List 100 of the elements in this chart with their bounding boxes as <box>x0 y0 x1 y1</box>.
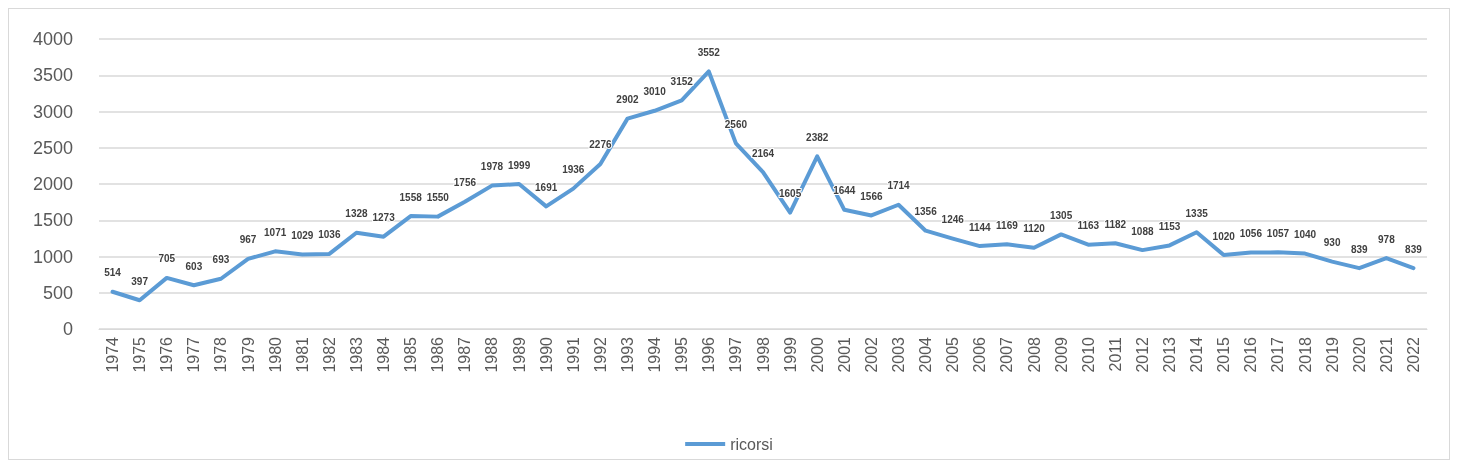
x-tick-label: 1992 <box>591 336 609 373</box>
x-tick-label: 2011 <box>1106 336 1124 372</box>
x-tick-label: 1989 <box>510 336 528 373</box>
data-label: 1550 <box>426 192 450 204</box>
data-label: 1356 <box>914 206 938 218</box>
x-tick-label: 1979 <box>239 336 257 373</box>
x-tick-label: 1991 <box>564 336 582 373</box>
data-label: 1714 <box>887 180 911 192</box>
data-label: 1057 <box>1266 227 1290 239</box>
data-label: 1169 <box>996 219 1019 231</box>
data-label: 978 <box>1378 233 1396 245</box>
x-tick-label: 1978 <box>212 336 230 373</box>
data-label: 1328 <box>345 208 369 220</box>
y-tick-label: 1500 <box>32 210 73 231</box>
data-label: 693 <box>212 254 230 266</box>
data-label: 1182 <box>1104 218 1127 230</box>
x-tick-label: 2013 <box>1161 336 1179 373</box>
data-label: 1335 <box>1185 207 1209 219</box>
data-label: 705 <box>158 253 176 265</box>
x-tick-label: 1999 <box>781 336 799 373</box>
data-label: 1305 <box>1050 209 1073 221</box>
data-label: 1691 <box>535 181 558 193</box>
data-label: 1558 <box>399 191 423 203</box>
data-label: 1120 <box>1023 223 1046 235</box>
x-tick-label: 2018 <box>1296 336 1314 373</box>
data-label: 967 <box>239 234 257 246</box>
data-label: 1999 <box>507 159 531 171</box>
data-label: 1936 <box>562 164 585 176</box>
x-tick-label: 2003 <box>890 336 908 373</box>
data-label: 839 <box>1405 243 1423 255</box>
x-tick-label: 2012 <box>1133 336 1151 373</box>
data-label: 603 <box>185 260 203 272</box>
data-label: 1273 <box>372 212 396 224</box>
x-tick-label: 1990 <box>537 336 555 373</box>
x-tick-label: 2004 <box>917 336 935 373</box>
x-tick-label: 2008 <box>1025 336 1043 373</box>
y-tick-label: 2000 <box>32 174 73 194</box>
x-tick-label: 1996 <box>700 336 718 373</box>
data-label: 3552 <box>697 46 721 58</box>
legend-label: ricorsi <box>730 435 773 453</box>
y-tick-label: 3500 <box>32 65 73 86</box>
x-tick-label: 1985 <box>402 336 420 373</box>
y-tick-label: 1000 <box>32 246 73 267</box>
data-label: 1756 <box>453 177 477 189</box>
data-label: 1144 <box>968 221 992 233</box>
x-tick-label: 1975 <box>131 336 149 373</box>
data-label: 1020 <box>1212 230 1236 242</box>
x-tick-label: 1988 <box>483 336 501 373</box>
x-tick-label: 2007 <box>998 336 1016 373</box>
data-label: 1036 <box>318 229 341 241</box>
x-tick-label: 1982 <box>320 336 338 373</box>
data-label: 1163 <box>1077 220 1100 232</box>
x-tick-label: 1998 <box>754 336 772 373</box>
x-tick-label: 2009 <box>1052 336 1070 373</box>
data-label: 839 <box>1350 243 1369 255</box>
data-label: 1056 <box>1239 227 1263 239</box>
y-tick-label: 500 <box>42 282 73 303</box>
x-tick-label: 2020 <box>1350 336 1368 373</box>
data-label: 397 <box>131 275 149 287</box>
x-tick-label: 1997 <box>727 336 745 373</box>
data-label: 1040 <box>1293 229 1317 241</box>
x-tick-label: 1986 <box>429 336 447 373</box>
x-tick-label: 2002 <box>862 336 880 373</box>
x-tick-label: 1981 <box>293 336 311 373</box>
x-tick-label: 2010 <box>1079 336 1097 373</box>
y-tick-label: 4000 <box>32 29 73 49</box>
data-label: 1246 <box>941 214 965 226</box>
data-label: 1566 <box>860 190 883 202</box>
x-tick-label: 2021 <box>1377 336 1395 373</box>
y-tick-label: 2500 <box>32 137 73 158</box>
x-tick-label: 2015 <box>1215 336 1233 373</box>
data-label: 1978 <box>480 161 504 173</box>
x-tick-label: 2001 <box>835 336 853 373</box>
data-label: 930 <box>1323 237 1341 249</box>
x-tick-label: 2006 <box>971 336 989 373</box>
x-tick-label: 2019 <box>1323 336 1341 373</box>
data-label: 1029 <box>291 229 314 241</box>
x-tick-label: 1994 <box>646 336 664 373</box>
x-tick-label: 1987 <box>456 336 474 373</box>
data-label: 514 <box>104 267 122 279</box>
x-tick-label: 1983 <box>347 336 365 373</box>
x-tick-label: 2022 <box>1404 336 1422 373</box>
data-label: 1153 <box>1158 220 1181 232</box>
x-tick-label: 1974 <box>104 336 122 373</box>
x-tick-label: 2016 <box>1242 336 1260 373</box>
x-tick-label: 2017 <box>1269 336 1287 373</box>
data-label: 1071 <box>264 226 287 238</box>
x-tick-label: 1995 <box>673 336 691 373</box>
x-tick-label: 2000 <box>808 336 826 373</box>
x-tick-label: 1984 <box>375 336 393 373</box>
x-tick-label: 1980 <box>266 336 284 373</box>
x-tick-label: 1993 <box>618 336 636 373</box>
x-tick-label: 1977 <box>185 336 203 373</box>
x-tick-label: 1976 <box>158 336 176 373</box>
y-tick-label: 0 <box>62 319 73 339</box>
x-tick-label: 2005 <box>944 336 962 373</box>
y-tick-label: 3000 <box>32 101 73 122</box>
data-label: 2382 <box>806 131 829 143</box>
data-label: 3010 <box>643 86 667 98</box>
data-label: 3152 <box>670 75 694 87</box>
